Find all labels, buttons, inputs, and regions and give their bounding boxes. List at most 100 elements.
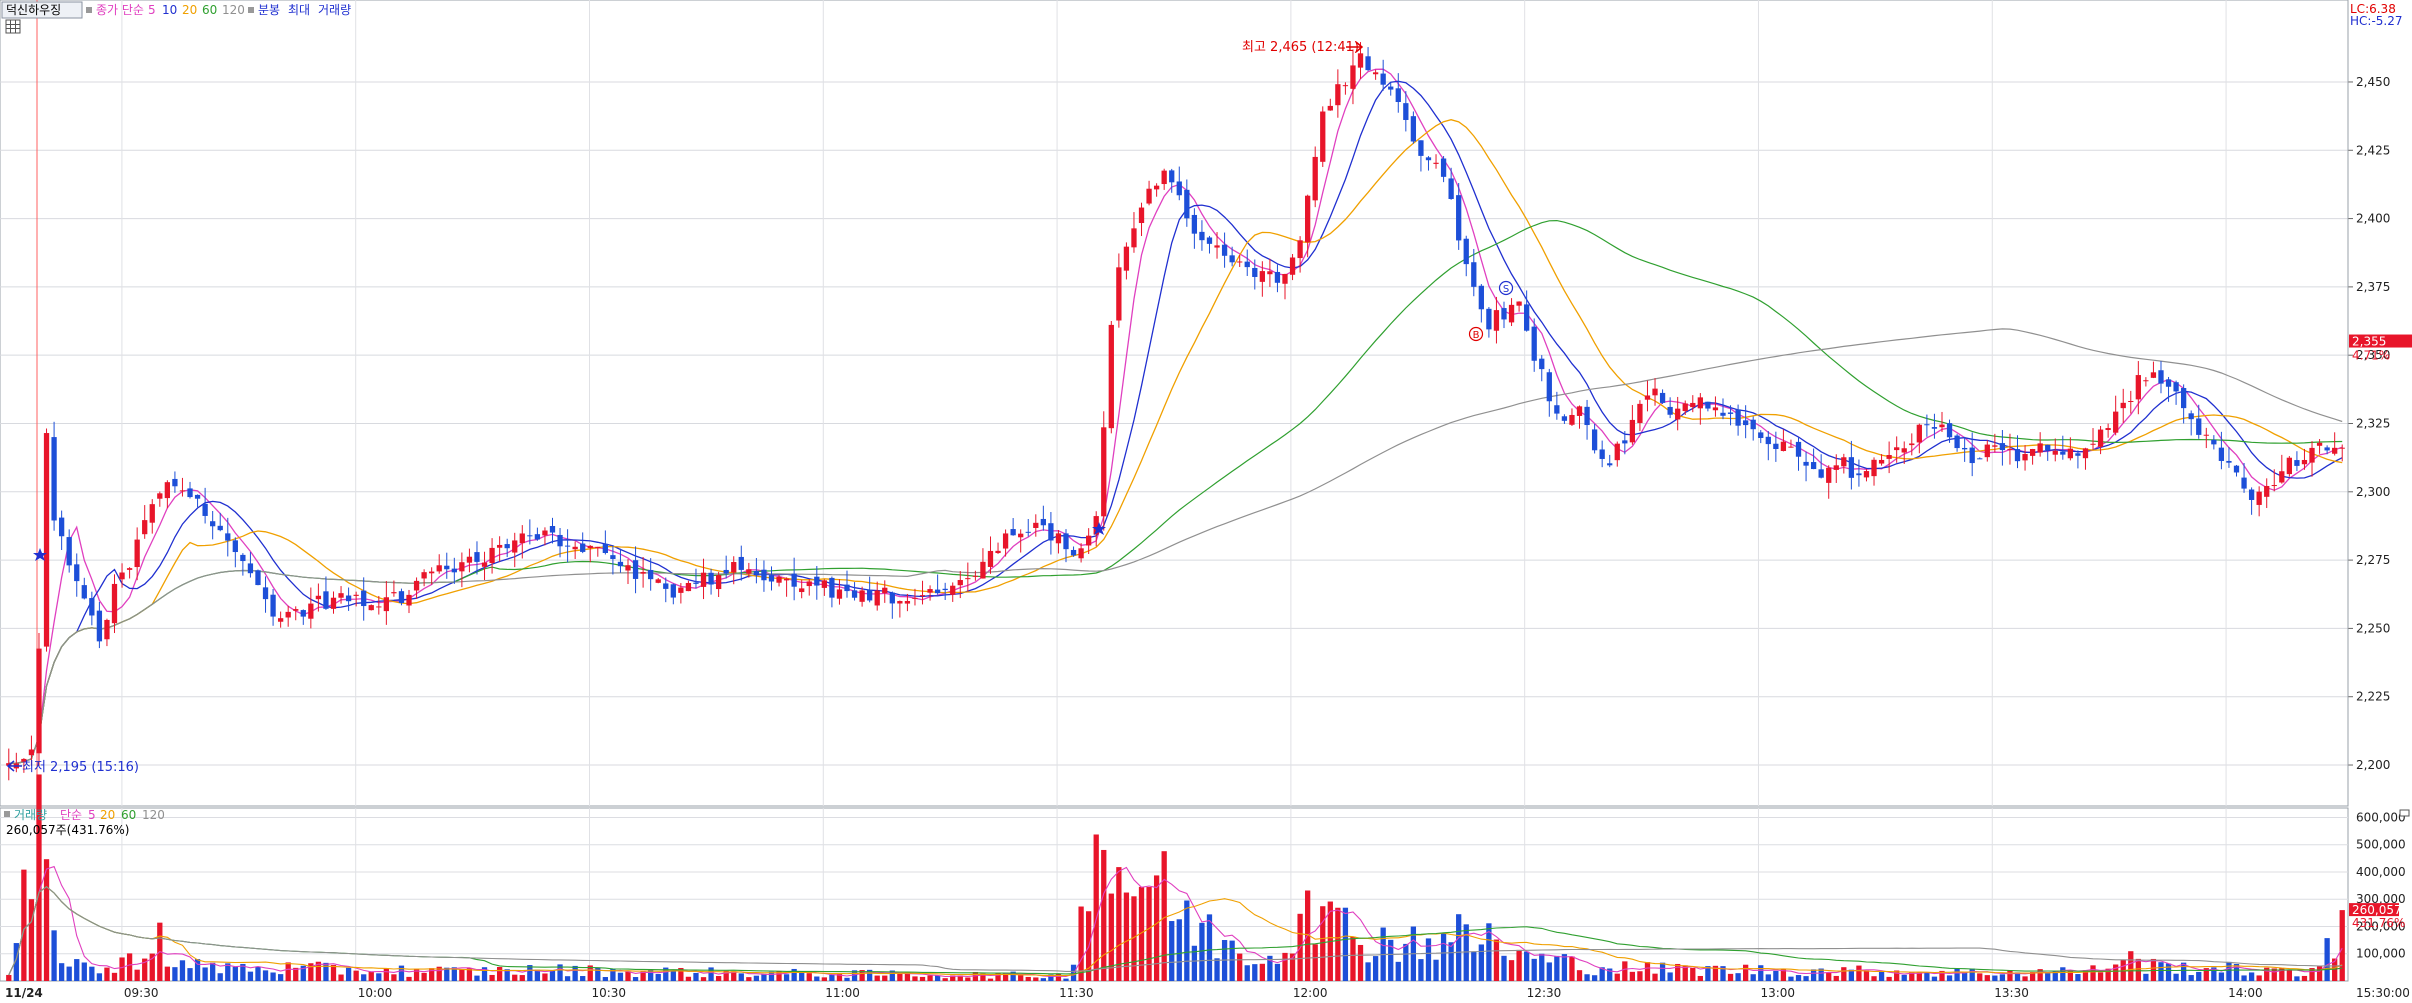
candle-body [640,572,646,574]
legend-toggle-icon[interactable] [4,811,10,817]
grid-settings-icon[interactable] [5,19,21,34]
signal-star-icon [1092,522,1106,535]
price-tick-label: 2,350 [2356,348,2390,362]
candle-body [89,598,95,616]
volume-bar [783,974,790,981]
volume-tick-label: 100,000 [2356,947,2406,961]
buy-signal-marker: B [1468,326,1484,342]
candle-body [1418,140,1424,156]
volume-bar [1909,971,1915,981]
volume-bar [1524,951,1530,981]
candle-body [685,582,692,592]
candle-body [2271,485,2277,487]
volume-bar [210,962,216,981]
candle-body [179,490,186,492]
candle-body [942,588,948,591]
price-legend-ma10: 10 [162,3,177,17]
candle-body [421,572,427,579]
volume-bar [610,968,616,981]
volume-bar [21,869,27,981]
price-panel[interactable]: 2,200 2,225 2,250 2,275 2,300 2,325 2,350 2,375… [0,0,2412,981]
candle-body [693,582,699,584]
volume-bar [1629,971,1636,981]
candle-body [1901,448,1907,453]
volume-bar [2301,975,2308,981]
candle-body [2014,449,2021,462]
volume-bar [1153,875,1160,981]
volume-bar [799,971,805,981]
volume-bar [1350,936,1356,981]
candle-body [1539,358,1545,370]
volume-ma-line-120 [8,886,2343,976]
candle-body [587,545,593,549]
legend-toggle-icon[interactable] [86,7,92,13]
volume-bar [557,964,563,981]
volume-bar [58,963,65,981]
price-legend-prefix: 종가 단순 [96,3,144,17]
volume-bar [466,968,473,981]
candle-body [1524,304,1530,331]
candle-body [1456,195,1462,241]
candle-body [904,601,911,604]
candle-body [2090,443,2096,445]
candle-body [398,591,405,603]
candle-body [2135,375,2141,400]
candle-body [2150,372,2157,378]
candle-body [1614,443,1620,461]
volume-bar [1690,967,1696,981]
volume-bar [1946,975,1953,981]
volume-bar [549,970,556,981]
volume-bar [179,960,186,981]
volume-bar [429,968,435,981]
candle-body [534,534,541,540]
candle-body [2067,448,2074,459]
volume-bar [172,967,178,981]
volume-bar [28,899,35,981]
candle-body [1078,548,1084,559]
candle-body [1644,395,1651,400]
volume-bar [542,973,548,981]
volume-bar [89,966,95,981]
candle-body [1191,214,1198,234]
stock-name-box[interactable] [1,1,83,19]
volume-bar [987,978,994,981]
volume-bar [368,971,374,981]
volume-panel[interactable]: 100,000 200,000 300,000 400,000 500,000 600,0… [0,774,2412,982]
volume-bar [1138,886,1145,981]
panel-collapse-icon[interactable] [2399,809,2410,817]
candle-body [1576,406,1583,416]
candle-body [1531,326,1537,361]
price-tick-label: 2,225 [2356,690,2390,704]
limit-lc-label: LC:6.38 [2350,2,2396,16]
price-legend-extra-2: 최대 [288,3,310,17]
candle-body [1093,516,1099,535]
volume-bar [1463,924,1469,981]
candle-body [1025,531,1031,533]
legend-toggle-icon[interactable] [248,7,254,13]
candle-body [2165,379,2172,387]
candle-body [451,568,457,573]
candle-body [1886,454,1892,459]
candle-body [172,478,178,487]
current-volume-label: 260,057 [2352,903,2402,917]
volume-bars [6,774,2345,981]
volume-bar [806,973,812,981]
volume-bar [2060,967,2066,981]
candle-body [126,568,133,570]
candle-body [2158,370,2164,384]
current-price-box [2349,334,2412,348]
volume-bar [738,973,744,981]
volume-bar [1878,971,1885,981]
volume-bar [436,966,442,981]
candle-body [1448,178,1454,199]
volume-bar [1637,971,1643,981]
volume-bar [1229,940,1235,981]
volume-bar [2158,962,2164,981]
candle-body [2286,457,2293,475]
candle-body [1108,324,1114,429]
candle-body [1931,427,1938,429]
volume-bar [2022,976,2028,981]
volume-bar [2045,973,2051,981]
low-price-label: 최저 2,195 (15:16) [22,760,139,775]
